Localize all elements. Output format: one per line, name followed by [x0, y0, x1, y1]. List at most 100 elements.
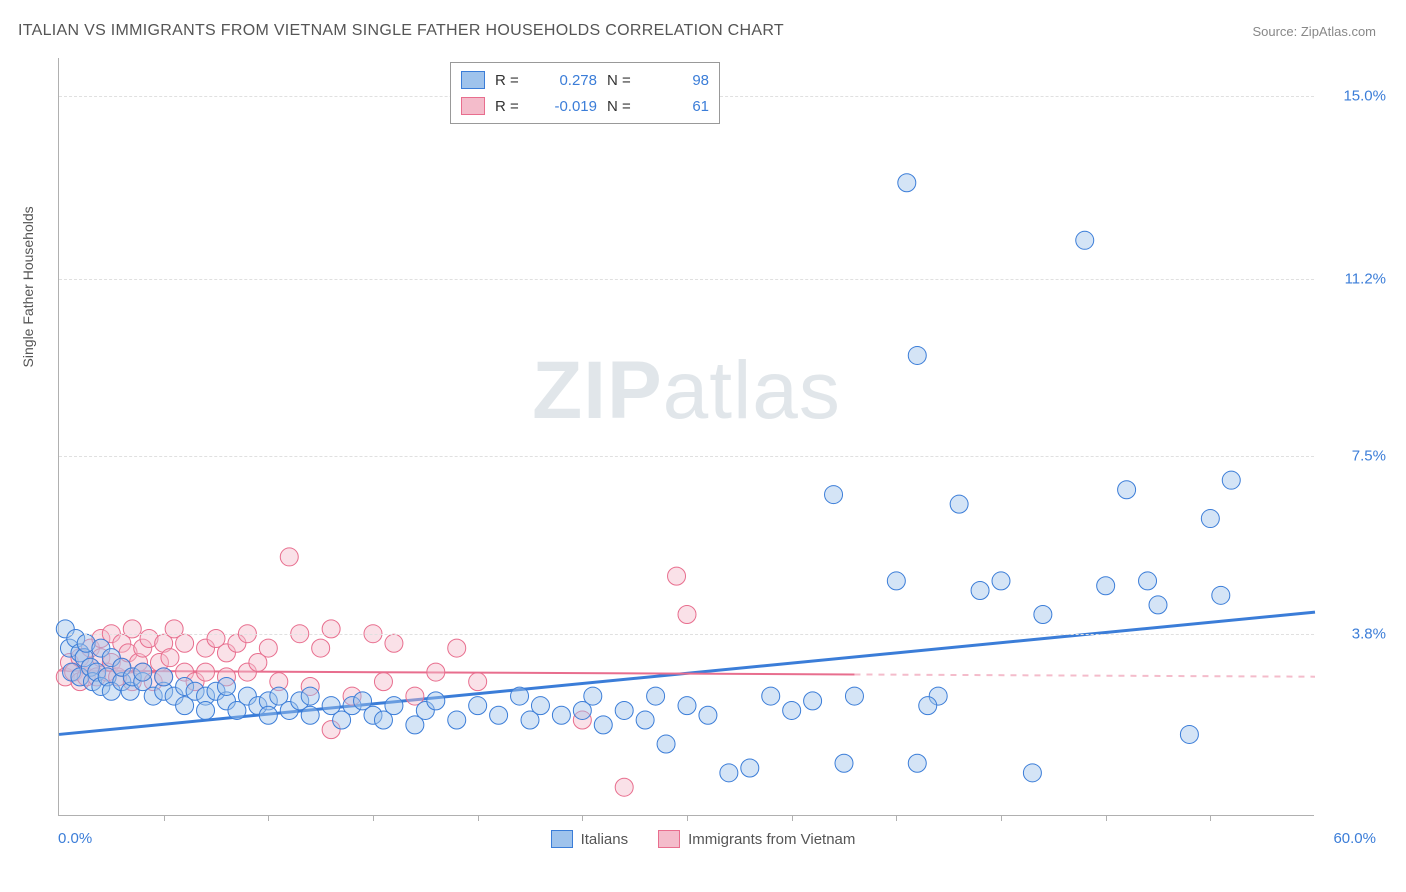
data-point — [217, 677, 235, 695]
plot-area: ZIPatlas 3.8%7.5%11.2%15.0% — [58, 58, 1314, 816]
data-point — [908, 754, 926, 772]
data-point — [312, 639, 330, 657]
data-point — [134, 663, 152, 681]
data-point — [699, 706, 717, 724]
y-axis-title: Single Father Households — [20, 206, 36, 367]
data-point — [1097, 577, 1115, 595]
series-label-2: Immigrants from Vietnam — [688, 831, 855, 848]
grid-line — [59, 634, 1314, 635]
r-value-2: -0.019 — [539, 98, 597, 115]
x-tick — [373, 815, 374, 821]
x-tick — [164, 815, 165, 821]
data-point — [155, 668, 173, 686]
data-point — [259, 639, 277, 657]
data-point — [469, 673, 487, 691]
y-tick-label: 3.8% — [1326, 625, 1386, 642]
series-legend-item-2: Immigrants from Vietnam — [658, 830, 855, 848]
data-point — [804, 692, 822, 710]
data-point — [584, 687, 602, 705]
data-point — [1201, 510, 1219, 528]
data-point — [1222, 471, 1240, 489]
legend-swatch-2 — [461, 97, 485, 115]
data-point — [1212, 586, 1230, 604]
x-tick — [1210, 815, 1211, 821]
legend-swatch-1 — [461, 71, 485, 89]
data-point — [678, 606, 696, 624]
data-point — [1149, 596, 1167, 614]
r-label-1: R = — [495, 72, 529, 89]
data-point — [197, 663, 215, 681]
data-point — [1076, 231, 1094, 249]
data-point — [448, 711, 466, 729]
source-attribution: Source: ZipAtlas.com — [1252, 24, 1376, 39]
data-point — [898, 174, 916, 192]
n-value-1: 98 — [651, 72, 709, 89]
data-point — [919, 697, 937, 715]
data-point — [197, 701, 215, 719]
x-tick — [687, 815, 688, 821]
n-value-2: 61 — [651, 98, 709, 115]
data-point — [1023, 764, 1041, 782]
data-point — [762, 687, 780, 705]
series-swatch-2 — [658, 830, 680, 848]
data-point — [741, 759, 759, 777]
chart-svg — [59, 58, 1314, 815]
data-point — [950, 495, 968, 513]
data-point — [161, 649, 179, 667]
data-point — [720, 764, 738, 782]
data-point — [668, 567, 686, 585]
data-point — [835, 754, 853, 772]
data-point — [490, 706, 508, 724]
series-legend: Italians Immigrants from Vietnam — [0, 830, 1406, 848]
data-point — [615, 778, 633, 796]
x-tick — [896, 815, 897, 821]
trend-line-extension — [854, 674, 1315, 676]
chart-title: ITALIAN VS IMMIGRANTS FROM VIETNAM SINGL… — [18, 22, 784, 40]
data-point — [427, 692, 445, 710]
data-point — [636, 711, 654, 729]
x-tick — [268, 815, 269, 821]
grid-line — [59, 279, 1314, 280]
data-point — [908, 346, 926, 364]
data-point — [783, 701, 801, 719]
data-point — [1180, 725, 1198, 743]
data-point — [887, 572, 905, 590]
series-legend-item-1: Italians — [551, 830, 629, 848]
x-tick — [478, 815, 479, 821]
data-point — [1118, 481, 1136, 499]
data-point — [322, 620, 340, 638]
x-tick — [1001, 815, 1002, 821]
data-point — [385, 697, 403, 715]
data-point — [657, 735, 675, 753]
data-point — [615, 701, 633, 719]
y-tick-label: 15.0% — [1326, 88, 1386, 105]
data-point — [374, 673, 392, 691]
data-point — [176, 634, 194, 652]
r-label-2: R = — [495, 98, 529, 115]
data-point — [531, 697, 549, 715]
data-point — [280, 548, 298, 566]
data-point — [448, 639, 466, 657]
data-point — [992, 572, 1010, 590]
data-point — [647, 687, 665, 705]
data-point — [511, 687, 529, 705]
n-label-1: N = — [607, 72, 641, 89]
y-tick-label: 7.5% — [1326, 448, 1386, 465]
grid-line — [59, 456, 1314, 457]
y-tick-label: 11.2% — [1326, 270, 1386, 287]
data-point — [971, 582, 989, 600]
stats-legend-row-2: R = -0.019 N = 61 — [461, 93, 709, 119]
data-point — [123, 620, 141, 638]
n-label-2: N = — [607, 98, 641, 115]
data-point — [825, 486, 843, 504]
x-tick — [1106, 815, 1107, 821]
series-swatch-1 — [551, 830, 573, 848]
x-tick — [792, 815, 793, 821]
data-point — [259, 706, 277, 724]
data-point — [469, 697, 487, 715]
r-value-1: 0.278 — [539, 72, 597, 89]
data-point — [1034, 606, 1052, 624]
data-point — [678, 697, 696, 715]
stats-legend-row-1: R = 0.278 N = 98 — [461, 67, 709, 93]
data-point — [301, 706, 319, 724]
